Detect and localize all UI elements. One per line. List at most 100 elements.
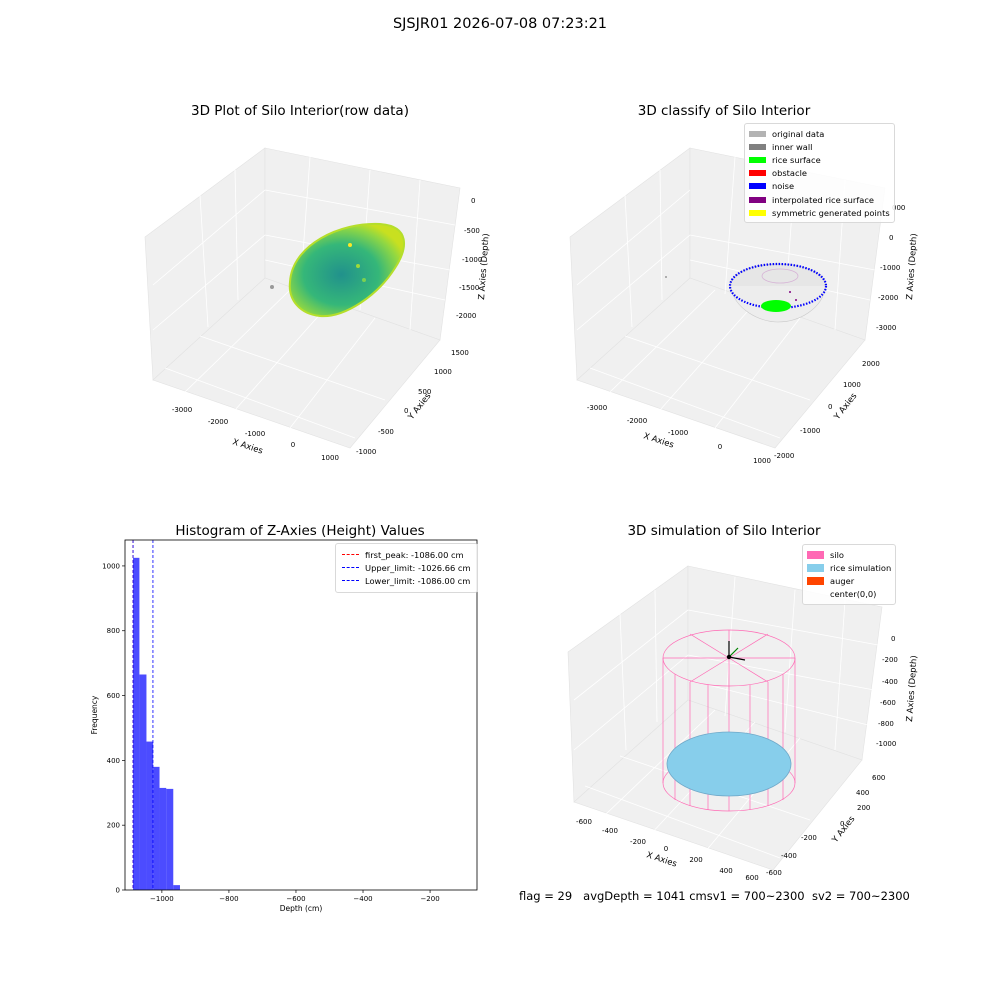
- panel2-y-tick: -1000: [800, 427, 820, 435]
- panel2-obstacle-point: [795, 299, 797, 301]
- legend-swatch: [749, 183, 766, 190]
- panel4-x-tick: -400: [602, 827, 618, 835]
- histogram-plot-frame: [124, 539, 478, 891]
- legend-item-silo: silo: [807, 548, 891, 561]
- histogram-bar-2: [146, 741, 154, 890]
- panel2-z-tick: -3000: [876, 324, 896, 332]
- panel4-y-tick: -200: [801, 834, 817, 842]
- legend-dashed-line: [342, 567, 359, 569]
- panel4-legend: silo rice simulation auger center(0,0): [802, 544, 897, 605]
- panel2-rice-surface: [761, 300, 791, 312]
- y-tick-label: 200: [107, 822, 120, 830]
- panel2-obstacle-point: [789, 291, 791, 293]
- panel2-x-tick: 0: [718, 443, 722, 451]
- legend-swatch: [749, 143, 766, 150]
- legend-swatch: [749, 196, 766, 203]
- panel1-y-tick: 1000: [434, 368, 452, 376]
- panel3-histogram: −1000 −800 −600 −400 −200 02004006008001000 …: [90, 539, 478, 913]
- legend-item-lower-limit: Lower_limit: -1086.00 cm: [342, 574, 471, 587]
- panel2-z-label: Z Axies (Depth): [905, 233, 920, 300]
- legend-swatch: [807, 563, 824, 572]
- x-tick-label: −1000: [150, 895, 174, 903]
- histogram-bar-6: [173, 885, 180, 890]
- sv2-readout: sv2 = 700~2300: [811, 889, 910, 903]
- panel4-y-label: Y Axies: [830, 814, 858, 846]
- panel4-x-tick: -200: [630, 838, 646, 846]
- panel4-x-label: X Axies: [645, 850, 678, 869]
- panel2-title: 3D classify of Silo Interior: [637, 103, 811, 119]
- x-tick-label: −400: [353, 895, 372, 903]
- panel2-z-tick: -2000: [878, 294, 898, 302]
- panel4-z-tick: 0: [891, 635, 895, 643]
- panel4-x-tick: -600: [576, 818, 592, 826]
- panel2-x-tick: 1000: [753, 457, 771, 465]
- panel3-legend: first_peak: -1086.00 cm Upper_limit: -10…: [335, 543, 478, 593]
- panel1-y-tick: -1000: [356, 448, 376, 456]
- histogram-bar-3: [153, 766, 160, 890]
- panel1-title: 3D Plot of Silo Interior(row data): [191, 103, 409, 119]
- panel4-z-tick: -200: [882, 656, 898, 664]
- panel4-z-label: Z Axies (Depth): [905, 655, 920, 722]
- panel4-z-tick: -1000: [876, 740, 896, 748]
- panel1-outlier-point: [270, 285, 274, 289]
- panel1-z-tick: -2000: [456, 312, 476, 320]
- panel4-3d-plot: -600 -400 -200 0 200 400 600 -600 -400 -…: [567, 565, 920, 882]
- panel2-y-tick: 0: [828, 403, 832, 411]
- panel1-x-tick: -2000: [208, 418, 228, 426]
- panel2-legend: original data inner wall rice surface ob…: [744, 123, 895, 224]
- histogram-bar-4: [159, 787, 167, 890]
- panel4-title: 3D simulation of Silo Interior: [627, 523, 821, 539]
- panel1-x-tick: 0: [291, 441, 295, 449]
- panel2-x-tick: -1000: [668, 429, 688, 437]
- panel1-y-tick: 0: [404, 407, 408, 415]
- figure-suptitle: SJSJR01 2026-07-08 07:23:21: [392, 16, 608, 32]
- legend-swatch: [749, 156, 766, 163]
- histogram-bars: [133, 557, 180, 890]
- panel1-x-tick: -3000: [172, 406, 192, 414]
- x-tick-label: −800: [219, 895, 238, 903]
- panel4-y-tick: -400: [781, 852, 797, 860]
- legend-item-upper-limit: Upper_limit: -1026.66 cm: [342, 561, 471, 574]
- legend-item-rice-simulation: rice simulation: [807, 561, 891, 574]
- panel1-z-tick: -1500: [459, 284, 479, 292]
- legend-item-noise: noise: [749, 180, 890, 193]
- panel4-y-tick: -600: [766, 869, 782, 877]
- legend-swatch: [749, 209, 766, 216]
- histogram-threshold-lines: [132, 540, 154, 890]
- legend-item-symmetric-generated-points: symmetric generated points: [749, 206, 890, 219]
- panel1-z-tick: -1000: [462, 256, 482, 264]
- histogram-bar-5: [166, 788, 174, 890]
- histogram-bar-0: [133, 557, 140, 890]
- panel4-x-tick: 400: [719, 867, 732, 875]
- legend-dashed-line: [342, 580, 359, 582]
- panel4-y-tick: 600: [872, 774, 885, 782]
- histogram-y-ticks: 0 200 400 600 800 1000: [102, 562, 125, 895]
- panel2-interpolated-surface: [761, 268, 799, 284]
- panel2-x-tick: -3000: [587, 404, 607, 412]
- panel1-y-tick: 500: [418, 388, 431, 396]
- histogram-x-ticks: −1000 −800 −600 −400 −200: [150, 890, 440, 903]
- panel2-original-point: [665, 276, 667, 278]
- y-tick-label: 0: [116, 887, 120, 895]
- legend-swatch: [807, 590, 824, 598]
- legend-dashed-line: [342, 554, 359, 556]
- panel1-y-tick: -500: [378, 428, 394, 436]
- legend-item-rice-surface: rice surface: [749, 153, 890, 166]
- panel1-z-tick: -500: [464, 227, 480, 235]
- rice-simulation-surface: [666, 731, 792, 797]
- legend-swatch: [807, 550, 824, 559]
- panel4-x-tick: 0: [664, 845, 668, 853]
- x-tick-label: −200: [420, 895, 439, 903]
- histogram-x-label: Depth (cm): [280, 904, 323, 913]
- panel3-title: Histogram of Z-Axies (Height) Values: [175, 523, 425, 539]
- panel2-noise-ring: [728, 262, 828, 310]
- panel1-point-cloud-surface: [288, 222, 405, 318]
- legend-item-original-data: original data: [749, 127, 890, 140]
- legend-item-obstacle: obstacle: [749, 167, 890, 180]
- panel2-y-tick: 1000: [843, 381, 861, 389]
- panel4-y-tick: 0: [840, 820, 844, 828]
- avg-depth-readout: avgDepth = 1041 cmsv1 = 700~2300: [583, 889, 805, 903]
- histogram-bar-1: [139, 674, 147, 890]
- legend-swatch: [807, 576, 824, 585]
- panel4-y-tick: 200: [857, 804, 870, 812]
